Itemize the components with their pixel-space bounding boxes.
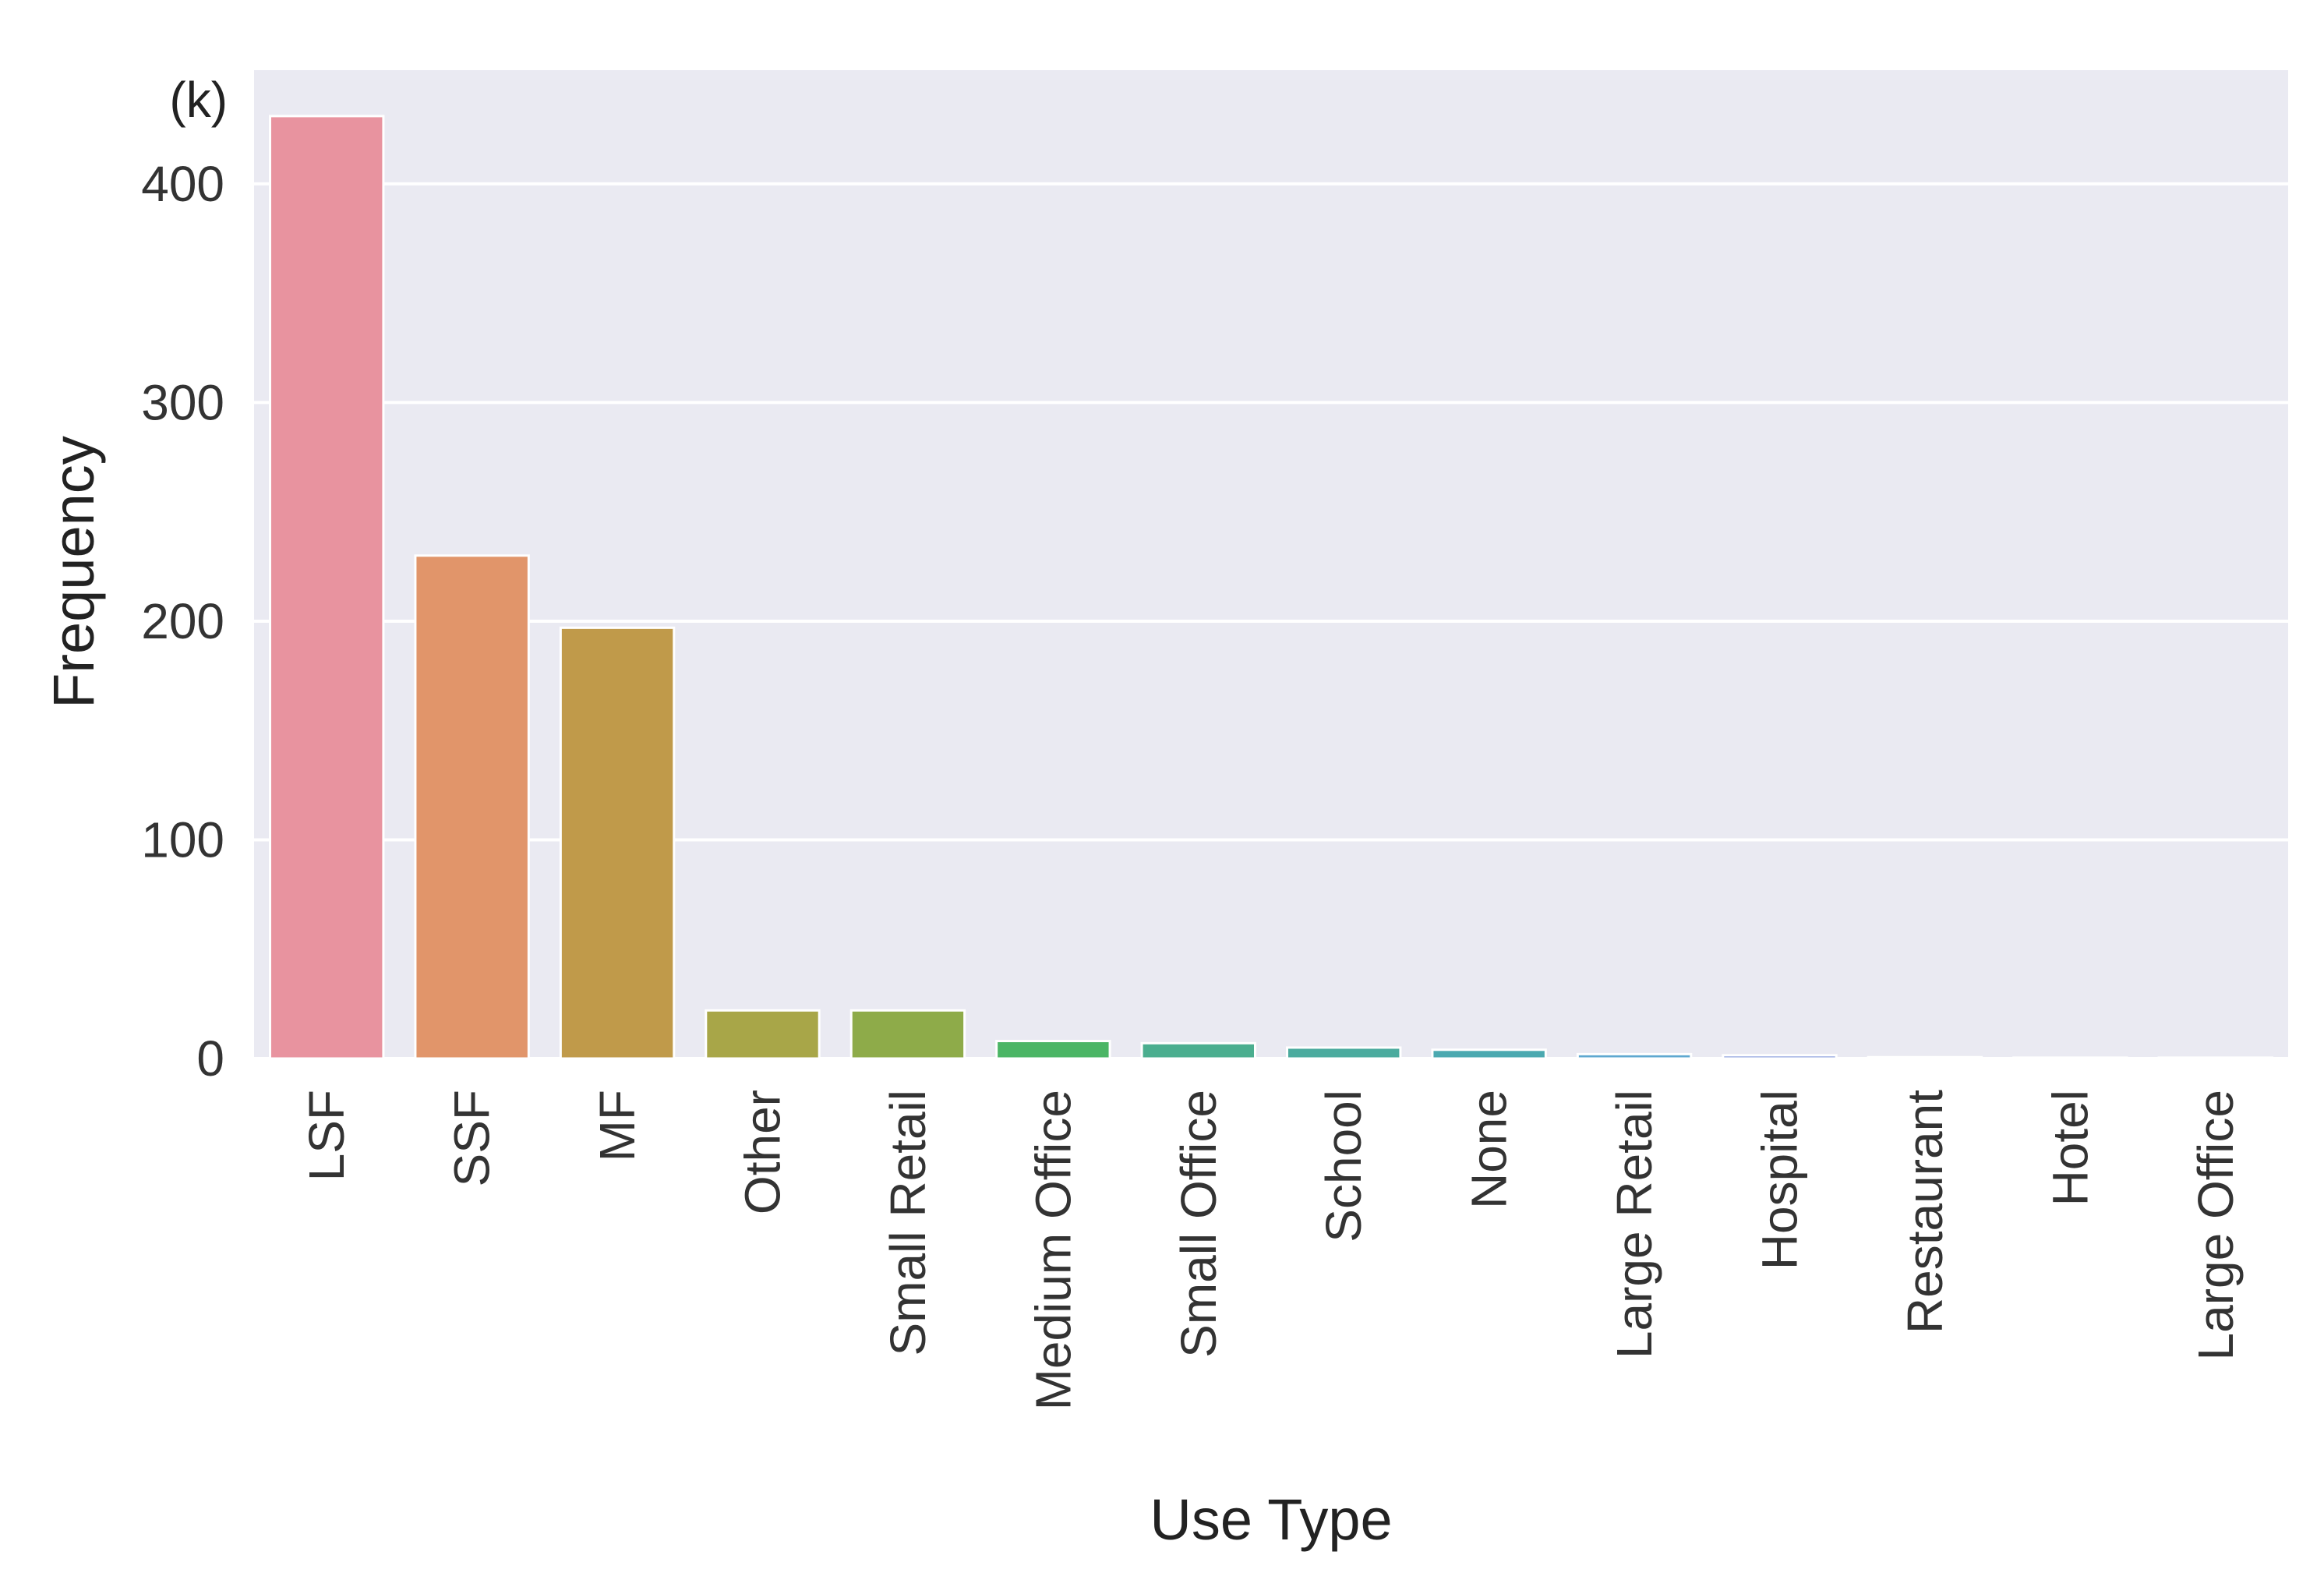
bar — [2012, 1056, 2128, 1062]
x-tick-label: LSF — [298, 1090, 355, 1181]
bar — [849, 1009, 966, 1060]
bar — [559, 626, 676, 1060]
x-tick-label: Other — [735, 1090, 791, 1214]
y-tick-label: 0 — [196, 1030, 224, 1087]
bar — [269, 115, 385, 1060]
x-tick-label: Large Retail — [1606, 1090, 1662, 1359]
bar — [1286, 1046, 1402, 1060]
x-tick-label: Large Office — [2188, 1090, 2244, 1360]
x-tick-label: Hospital — [1752, 1090, 1808, 1270]
plot-background — [254, 70, 2288, 1059]
x-tick-label: MF — [589, 1090, 645, 1161]
bar — [995, 1040, 1111, 1060]
bar — [1722, 1054, 1838, 1060]
y-axis-unit: (k) — [169, 72, 228, 128]
bar — [2157, 1056, 2273, 1062]
y-axis-ticks: 0 100 200 300 400 — [141, 156, 224, 1087]
y-tick-label: 300 — [141, 374, 224, 430]
bar — [414, 554, 530, 1060]
bar — [1576, 1052, 1693, 1060]
x-axis-ticks: LSF SSF MF Other Small Retail Medium Office Sm… — [298, 1090, 2244, 1411]
y-tick-label: 200 — [141, 593, 224, 649]
x-tick-label: Medium Office — [1025, 1090, 1081, 1410]
x-tick-label: Small Retail — [880, 1090, 936, 1355]
bar — [1431, 1048, 1547, 1060]
bar — [705, 1009, 821, 1060]
x-tick-label: Hotel — [2042, 1090, 2098, 1206]
x-tick-label: None — [1461, 1090, 1517, 1209]
x-tick-label: School — [1316, 1090, 1372, 1242]
bar — [1140, 1041, 1256, 1060]
y-tick-label: 100 — [141, 811, 224, 868]
x-tick-label: Small Office — [1171, 1090, 1227, 1358]
y-tick-label: 400 — [141, 156, 224, 212]
x-tick-label: Restaurant — [1897, 1090, 1953, 1334]
x-tick-label: SSF — [444, 1090, 500, 1186]
bars — [269, 115, 2273, 1062]
x-axis-title: Use Type — [1150, 1487, 1392, 1552]
bar — [1867, 1055, 1983, 1061]
y-axis-title: Frequency — [41, 436, 106, 709]
